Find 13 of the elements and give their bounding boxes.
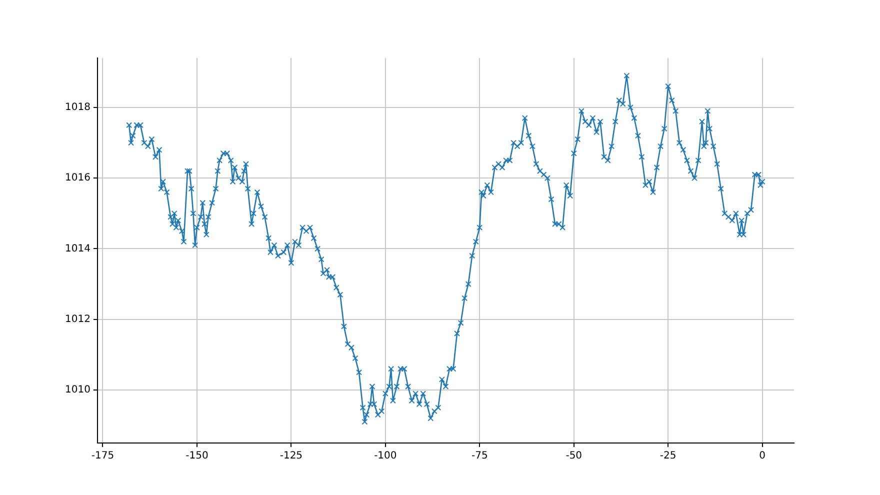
x-tick-label: -25 <box>660 450 676 462</box>
y-tick-label: 1014 <box>64 243 90 254</box>
x-tick-label: 0 <box>759 450 766 462</box>
x-tick-label: -175 <box>91 450 114 462</box>
y-tick-label: 1012 <box>64 314 90 325</box>
y-tick-label: 1016 <box>64 172 90 184</box>
x-tick-label: -150 <box>186 450 208 462</box>
x-tick-label: -75 <box>471 450 488 462</box>
y-tick-label: 1010 <box>64 384 90 396</box>
x-tick-label: -100 <box>374 450 397 462</box>
y-tick-label: 1018 <box>64 102 90 114</box>
x-tick-label: -50 <box>566 450 582 462</box>
x-tick-label: -125 <box>280 450 303 462</box>
